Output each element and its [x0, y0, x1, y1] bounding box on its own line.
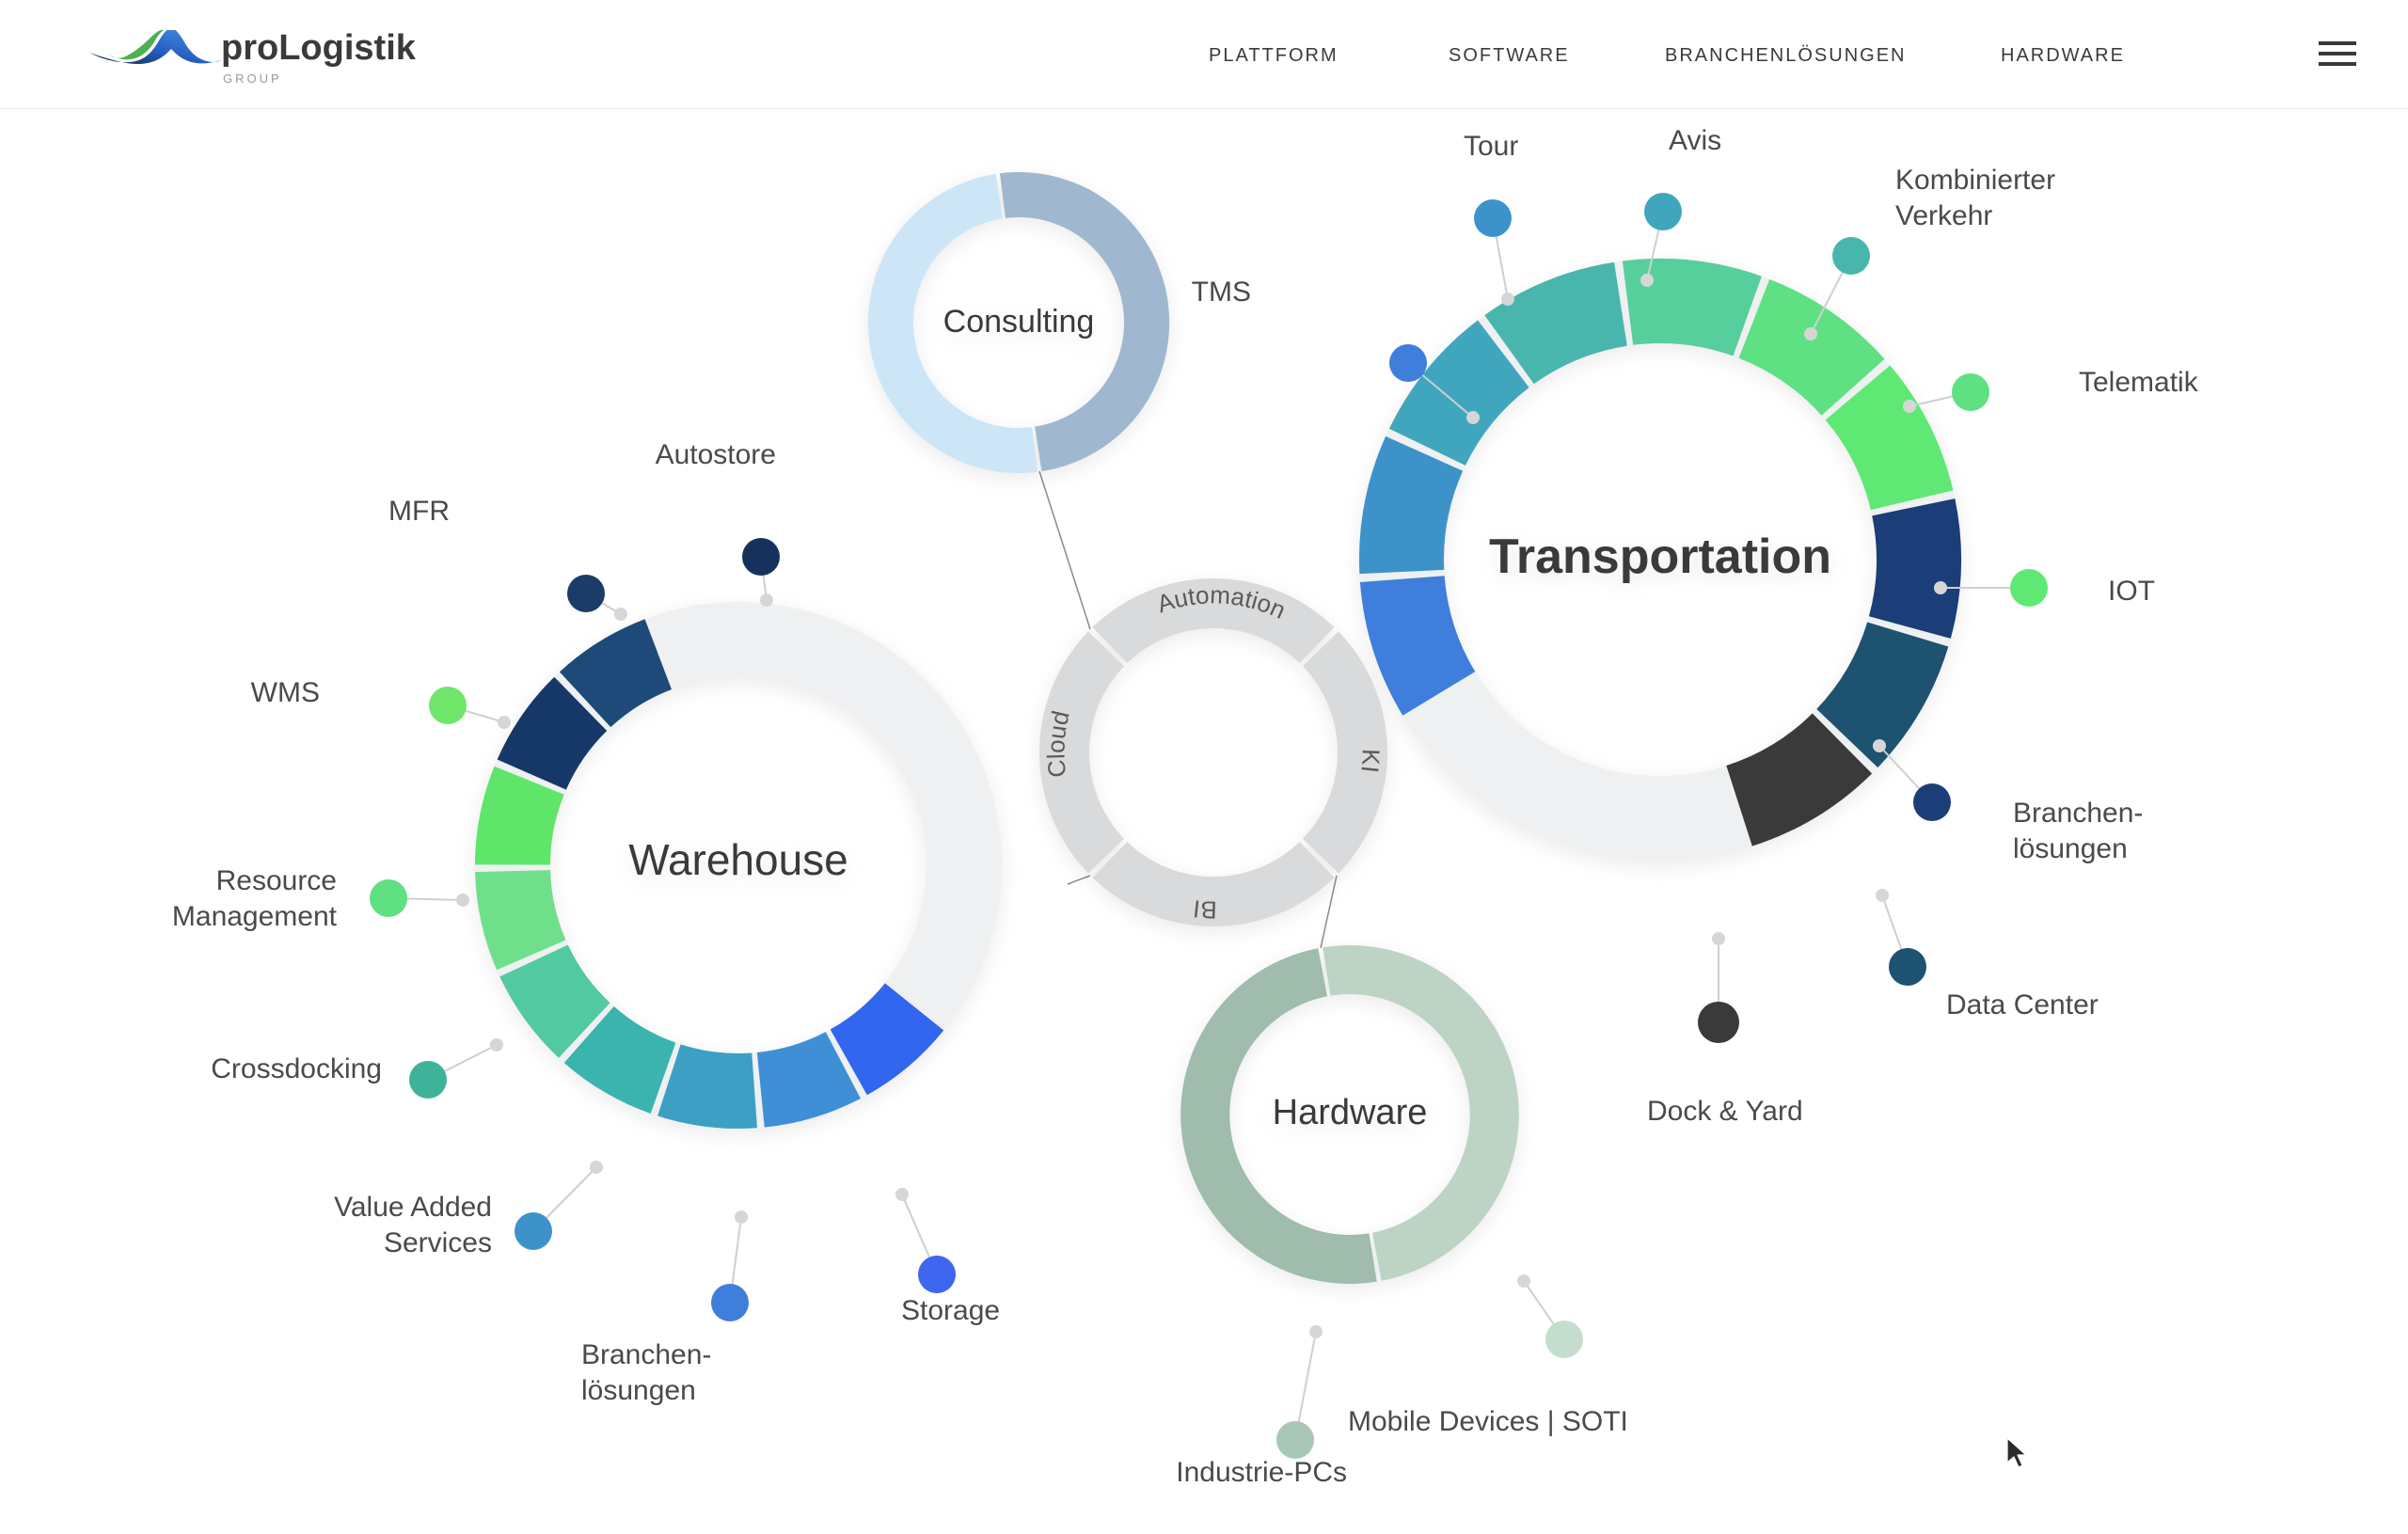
svg-text:KI: KI — [1355, 749, 1385, 774]
svg-text:Cloud: Cloud — [1041, 708, 1074, 779]
svg-text:Hardware: Hardware — [1273, 1093, 1428, 1132]
svg-text:Warehouse: Warehouse — [628, 835, 848, 884]
svg-text:Transportation: Transportation — [1489, 530, 1831, 584]
svg-text:BI: BI — [1192, 894, 1217, 924]
